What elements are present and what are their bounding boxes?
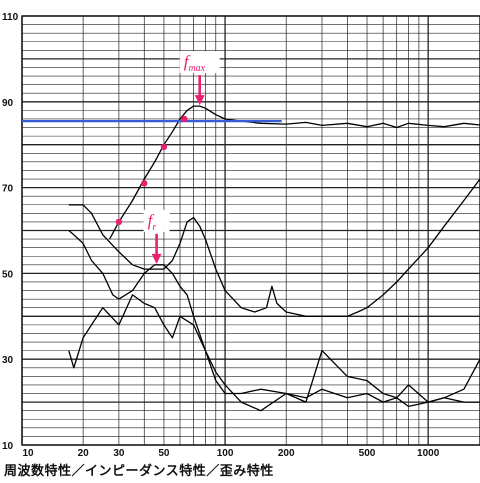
- chart-caption: 周波数特性／インピーダンス特性／歪み特性: [4, 464, 274, 479]
- tick-labels: 10 20 30 50 100 200 500 1000 10 30 50 70 90 110: [2, 12, 440, 459]
- y-tick-label: 30: [2, 355, 14, 366]
- y-tick-label: 50: [2, 269, 14, 280]
- x-tick-label: 200: [278, 448, 295, 459]
- x-tick-label: 10: [22, 448, 34, 459]
- annotation-label: fmax: [184, 52, 206, 74]
- annotations: fmax fr: [143, 51, 220, 264]
- y-tick-label: 90: [2, 98, 14, 109]
- x-tick-label: 100: [217, 448, 234, 459]
- data-marker: [181, 115, 188, 123]
- y-tick-label: 10: [2, 441, 14, 452]
- data-marker: [160, 143, 168, 151]
- grid: [21, 15, 480, 446]
- data-marker: [115, 218, 123, 226]
- annotation-label: fr: [148, 211, 157, 233]
- series-line-distortion-harmonic: [68, 294, 480, 412]
- y-tick-label: 110: [2, 12, 19, 23]
- annotation-arrow-head: [151, 253, 162, 264]
- series-line-distortion: [68, 230, 480, 408]
- annotation-arrow-head: [194, 95, 205, 106]
- x-tick-label: 20: [78, 448, 90, 459]
- y-tick-label: 70: [2, 184, 14, 195]
- x-tick-label: 30: [113, 448, 125, 459]
- series-line-impedance: [68, 178, 480, 317]
- plot-frame: [21, 15, 480, 446]
- x-tick-label: 500: [359, 448, 376, 459]
- annotation-box: [179, 51, 220, 74]
- x-tick-label: 50: [158, 448, 170, 459]
- annotation-box: [143, 209, 170, 232]
- x-tick-label: 1000: [417, 448, 440, 459]
- markers-group: [115, 115, 188, 226]
- series-group: [22, 105, 480, 412]
- data-marker: [141, 180, 148, 187]
